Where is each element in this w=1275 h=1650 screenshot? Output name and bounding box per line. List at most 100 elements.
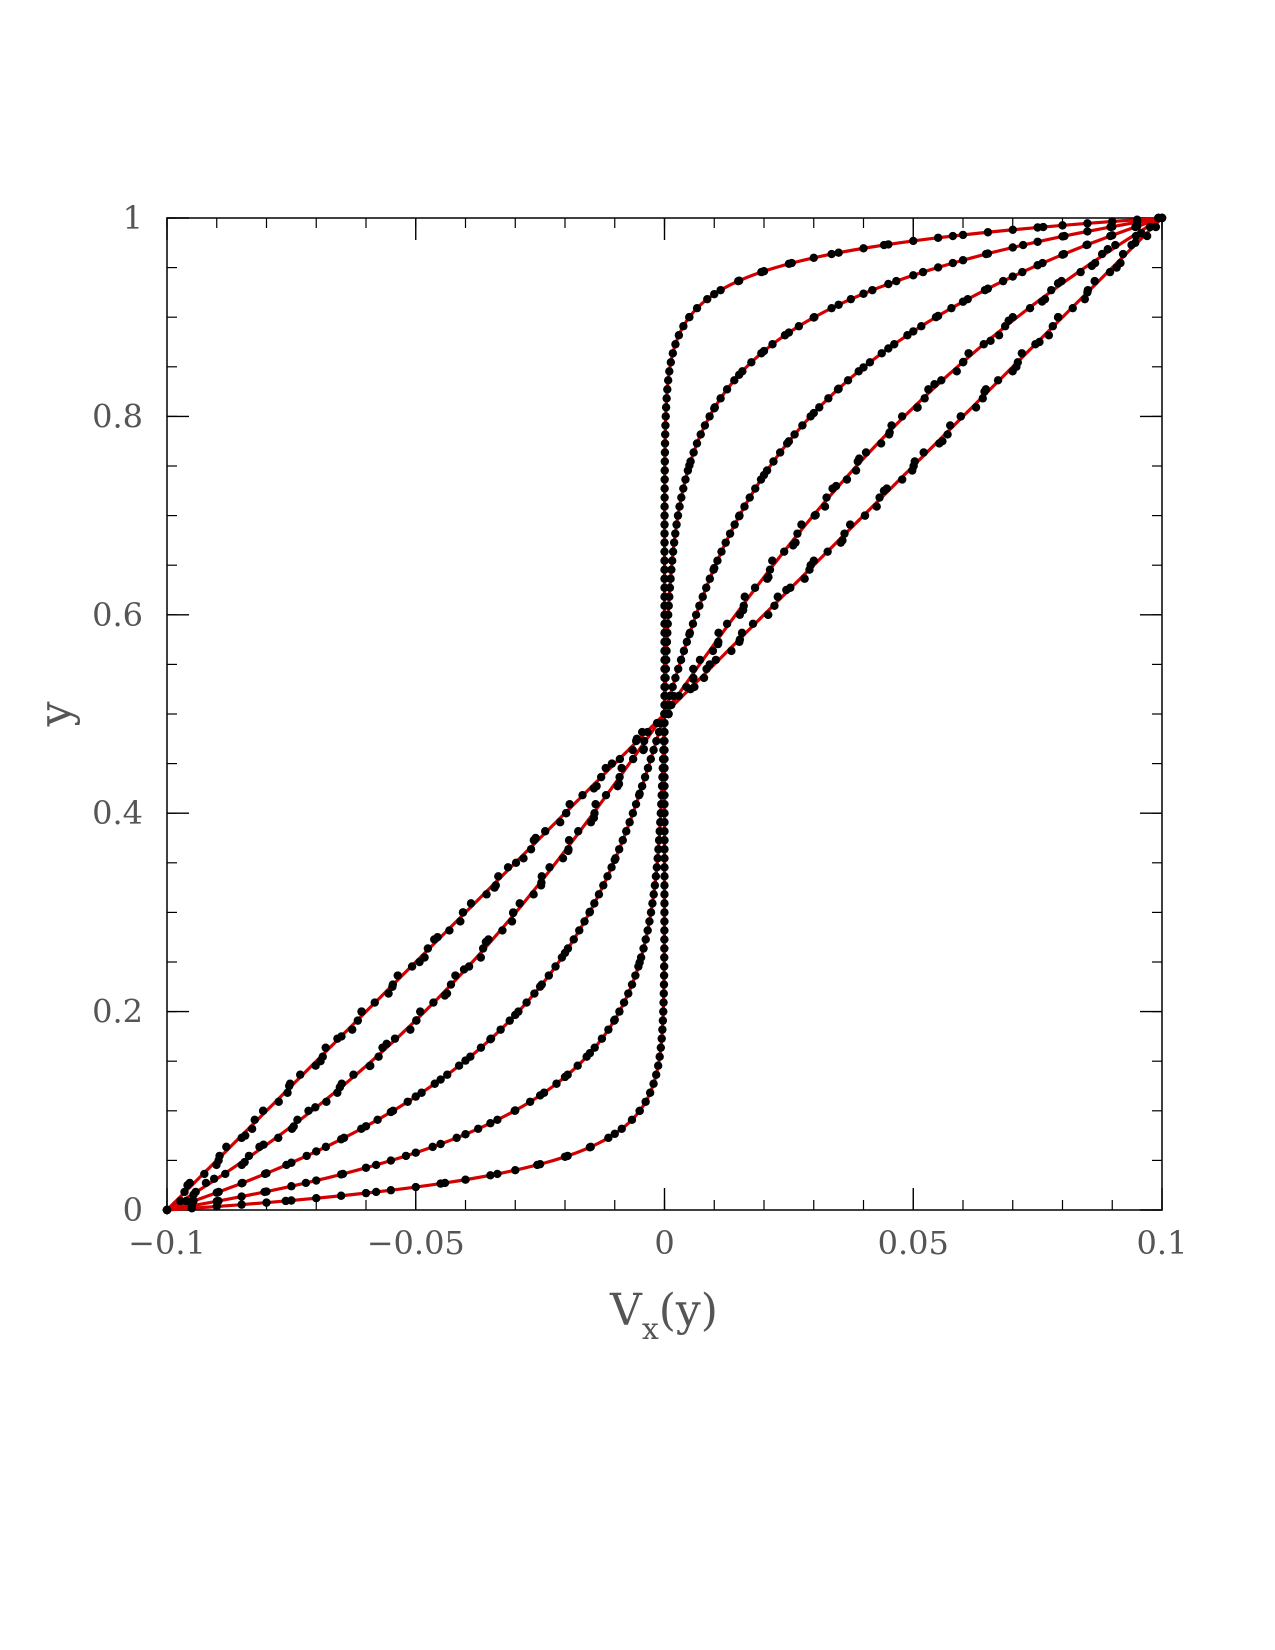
series-point-4 [237, 1200, 246, 1209]
series-point-1 [615, 772, 624, 782]
series-point-2 [1108, 231, 1117, 240]
series-point-4 [371, 1187, 381, 1197]
x-tick-label: −0.05 [367, 1224, 465, 1262]
series-point-2 [1033, 261, 1042, 270]
series-point-0 [1035, 337, 1044, 347]
series-point-2 [798, 421, 807, 430]
series-point-2 [262, 1169, 271, 1178]
series-point-0 [1068, 303, 1077, 313]
series-point-2 [745, 493, 754, 502]
series-point-1 [412, 1016, 421, 1025]
series-point-2 [688, 619, 698, 629]
x-tick-label: −0.1 [128, 1224, 206, 1262]
series-point-2 [691, 610, 701, 619]
series-point-3 [677, 493, 686, 502]
series-point-0 [337, 1032, 346, 1041]
series-point-4 [535, 1159, 545, 1169]
series-point-0 [561, 809, 571, 818]
series-point-0 [782, 585, 791, 595]
series-point-2 [668, 682, 677, 692]
series-point-2 [599, 881, 608, 890]
series-point-4 [660, 610, 669, 619]
series-point-0 [860, 511, 870, 520]
series-point-0 [909, 461, 918, 471]
series-point-3 [411, 1148, 420, 1157]
series-point-1 [289, 1122, 298, 1131]
series-point-2 [646, 754, 655, 764]
series-point-2 [865, 358, 875, 367]
series-point-0 [274, 1097, 283, 1106]
series-point-2 [622, 827, 631, 836]
series-point-1 [639, 744, 648, 754]
series-point-0 [241, 1131, 250, 1140]
series-point-4 [287, 1196, 296, 1205]
series-point-0 [1083, 288, 1092, 297]
series-point-2 [775, 448, 785, 457]
series-point-2 [535, 982, 545, 991]
series-point-4 [656, 1043, 666, 1052]
series-point-0 [980, 387, 989, 396]
series-point-4 [653, 1061, 663, 1070]
series-point-4 [361, 1188, 371, 1198]
series-point-4 [659, 998, 668, 1007]
series-point-1 [1087, 261, 1097, 271]
series-point-2 [713, 556, 722, 565]
series-point-0 [296, 1070, 305, 1079]
series-point-1 [529, 890, 538, 899]
series-point-0 [458, 908, 468, 917]
series-point-4 [660, 628, 669, 638]
series-point-3 [651, 872, 661, 881]
series-point-3 [933, 263, 943, 272]
series-point-0 [526, 845, 536, 854]
series-point-4 [660, 836, 669, 845]
series-point-4 [660, 827, 669, 836]
series-point-1 [912, 403, 922, 412]
series-point-4 [1108, 217, 1117, 226]
series-point-2 [403, 1097, 412, 1106]
series-point-3 [794, 322, 804, 331]
series-point-0 [615, 754, 625, 764]
series-point-0 [938, 437, 947, 446]
series-point-2 [628, 809, 638, 818]
series-point-1 [1145, 222, 1155, 232]
series-point-1 [708, 646, 718, 656]
series-point-2 [721, 538, 730, 547]
series-point-0 [1053, 313, 1063, 322]
series-point-4 [660, 637, 669, 647]
series-point-0 [445, 926, 454, 935]
series-point-1 [1111, 240, 1120, 250]
series-point-2 [476, 1043, 486, 1052]
series-point-4 [493, 1169, 502, 1179]
series-point-4 [660, 583, 669, 592]
series-point-2 [590, 899, 599, 908]
series-point-4 [660, 745, 669, 755]
series-point-1 [498, 926, 507, 935]
series-point-3 [668, 547, 678, 556]
series-point-0 [589, 784, 599, 793]
series-point-1 [481, 937, 491, 947]
y-tick-label: 1 [123, 199, 143, 237]
series-point-2 [909, 327, 918, 336]
series-point-2 [575, 926, 584, 935]
series-point-1 [574, 827, 583, 836]
x-tick-label: 0 [654, 1224, 674, 1262]
series-point-3 [827, 303, 836, 313]
series-point-1 [189, 1190, 198, 1199]
series-point-4 [660, 809, 669, 818]
series-point-1 [1076, 267, 1085, 277]
series-point-3 [671, 529, 680, 538]
series-point-0 [823, 547, 832, 556]
series-point-3 [597, 1034, 607, 1043]
series-point-1 [478, 944, 488, 953]
series-point-1 [537, 872, 546, 881]
series-point-1 [964, 349, 973, 358]
series-point-4 [1132, 215, 1142, 224]
series-point-4 [660, 448, 670, 457]
series-point-3 [692, 439, 702, 448]
series-point-3 [1008, 243, 1017, 252]
series-point-3 [650, 881, 660, 890]
series-point-3 [716, 394, 725, 403]
y-axis-label: y [30, 701, 81, 727]
series-point-3 [958, 256, 968, 265]
series-point-2 [809, 408, 818, 418]
